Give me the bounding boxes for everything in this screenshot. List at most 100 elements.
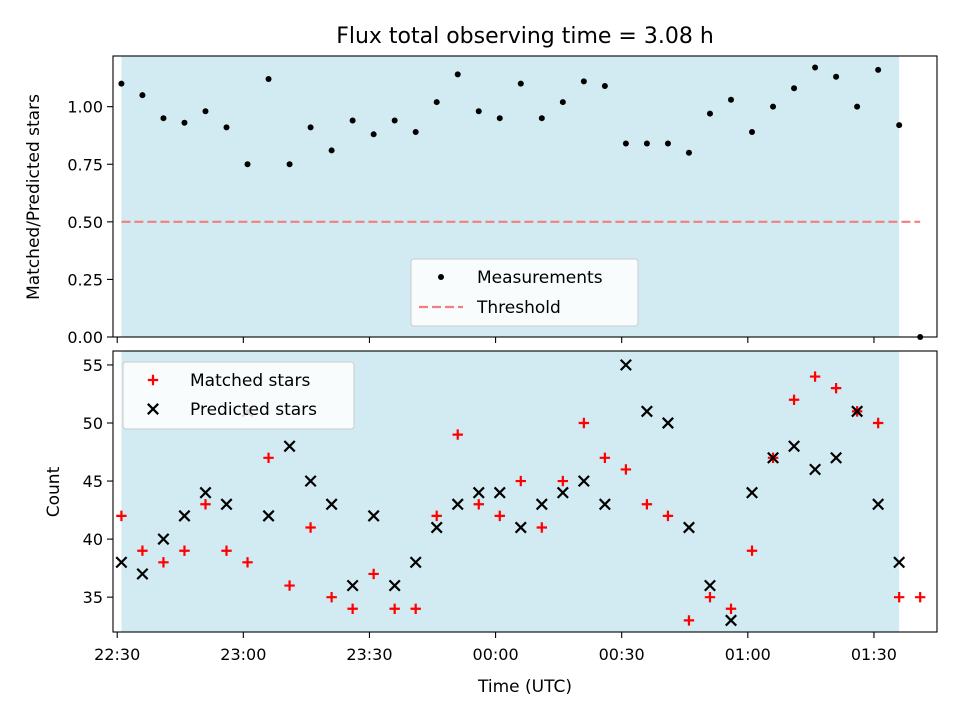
predicted-star-point: [451, 498, 464, 511]
measurement-point: [475, 108, 482, 115]
predicted-star-point: [598, 498, 611, 511]
bottom-y-tick-label: 40: [83, 530, 103, 549]
top-panel: 0.00 0.25 0.50 0.75 1.00 Measurements Thresho…: [24, 55, 938, 347]
bottom-x-tick-label: 01:30: [851, 645, 897, 664]
predicted-star-point: [830, 451, 843, 464]
measurement-point: [307, 124, 314, 131]
legend-predicted-label: Predicted stars: [190, 400, 317, 420]
bottom-x-tick-label: 00:30: [599, 645, 645, 664]
predicted-star-point: [577, 475, 590, 488]
measurement-point: [181, 119, 188, 126]
matched-star-point: [242, 557, 253, 568]
matched-star-point: [683, 615, 695, 626]
matched-star-point: [221, 545, 232, 556]
measurement-point: [770, 103, 777, 110]
top-axes: 0.00 0.25 0.50 0.75 1.00: [67, 55, 938, 347]
matched-star-point: [431, 510, 442, 522]
measurement-point: [160, 115, 167, 122]
matched-star-point: [662, 510, 674, 522]
measurement-point: [223, 124, 230, 131]
measurement-point: [244, 161, 251, 168]
matched-star-point: [200, 499, 211, 510]
legend-threshold-label: Threshold: [476, 298, 561, 318]
x-axis-label: Time (UTC): [477, 677, 572, 697]
top-y-tick-label: 0.25: [67, 270, 103, 289]
measurement-point: [202, 108, 209, 115]
legend-measurements-label: Measurements: [477, 268, 603, 288]
measurement-point: [538, 115, 545, 122]
measurement-point: [391, 117, 398, 124]
matched-star-point: [620, 464, 632, 475]
predicted-star-point: [872, 498, 885, 511]
legend-measurements-marker: [438, 274, 444, 280]
top-legend-box: [410, 258, 639, 327]
measurement-point: [791, 85, 798, 92]
matched-star-point: [158, 557, 169, 568]
measurement-point: [728, 96, 734, 103]
measurement-point: [812, 64, 819, 71]
predicted-star-point: [178, 509, 191, 522]
predicted-star-point: [682, 521, 695, 534]
predicted-star-point: [220, 498, 233, 511]
measurement-point: [433, 99, 440, 106]
predicted-star-point: [704, 579, 716, 592]
matched-star-point: [746, 545, 758, 556]
legend-predicted-marker: [147, 403, 159, 415]
predicted-star-point: [893, 556, 906, 569]
bottom-axes-frame: [112, 350, 938, 633]
measurement-point: [370, 131, 377, 138]
measurement-point: [496, 115, 503, 122]
top-axes-frame: [112, 55, 938, 338]
measurement-point: [559, 99, 566, 106]
matched-star-point: [326, 591, 337, 603]
bottom-x-tick-label: 00:00: [473, 645, 519, 664]
predicted-star-point: [136, 567, 149, 580]
measurement-point: [118, 80, 125, 87]
predicted-star-point: [409, 556, 422, 569]
matched-star-point: [473, 499, 484, 510]
measurement-point: [139, 92, 146, 99]
measurement-point: [896, 122, 903, 129]
measurement-point: [517, 80, 524, 87]
predicted-star-point: [346, 579, 359, 592]
matched-star-point: [914, 591, 926, 603]
top-y-tick-label: 0.00: [67, 328, 103, 347]
bottom-y-tick-label: 55: [83, 356, 103, 375]
top-y-tick-label: 0.75: [67, 155, 103, 174]
matched-star-point: [179, 545, 190, 556]
matched-star-point: [452, 429, 463, 440]
bottom-x-tick-label: 22:30: [94, 645, 140, 664]
measurement-point: [749, 129, 756, 136]
matched-star-point: [263, 452, 274, 464]
matched-star-point: [305, 522, 316, 533]
bottom-axes: 35 40 45 50 55 22:30 23:00 23:30 00:00 00:30 01:00…: [83, 350, 938, 664]
matched-star-point: [809, 371, 821, 382]
matched-star-point: [536, 522, 548, 533]
matched-star-point: [557, 475, 569, 487]
predicted-star-point: [493, 486, 506, 499]
predicted-star-point: [115, 556, 128, 569]
measurement-point: [875, 66, 882, 73]
measurement-point: [833, 73, 840, 80]
top-y-tick-label: 1.00: [67, 98, 103, 117]
measurement-point: [349, 117, 356, 124]
matched-star-point: [725, 603, 737, 614]
matched-star-point: [830, 382, 842, 394]
predicted-star-point: [304, 475, 317, 488]
predicted-star-point: [619, 358, 632, 371]
measurement-point: [685, 149, 692, 156]
measurement-point: [580, 78, 587, 85]
bottom-y-tick-label: 45: [83, 472, 103, 491]
measurement-point: [706, 110, 713, 117]
matched-star-point: [599, 452, 611, 464]
star-count-points: [115, 358, 926, 627]
measurement-point: [454, 71, 461, 78]
predicted-star-point: [746, 486, 758, 499]
predicted-star-point: [851, 405, 864, 418]
matched-star-point: [893, 591, 905, 603]
bottom-x-tick-label: 01:00: [725, 645, 771, 664]
measurements-points: [118, 64, 924, 340]
predicted-star-point: [661, 417, 674, 429]
bottom-legend: Matched stars Predicted stars: [122, 361, 355, 430]
